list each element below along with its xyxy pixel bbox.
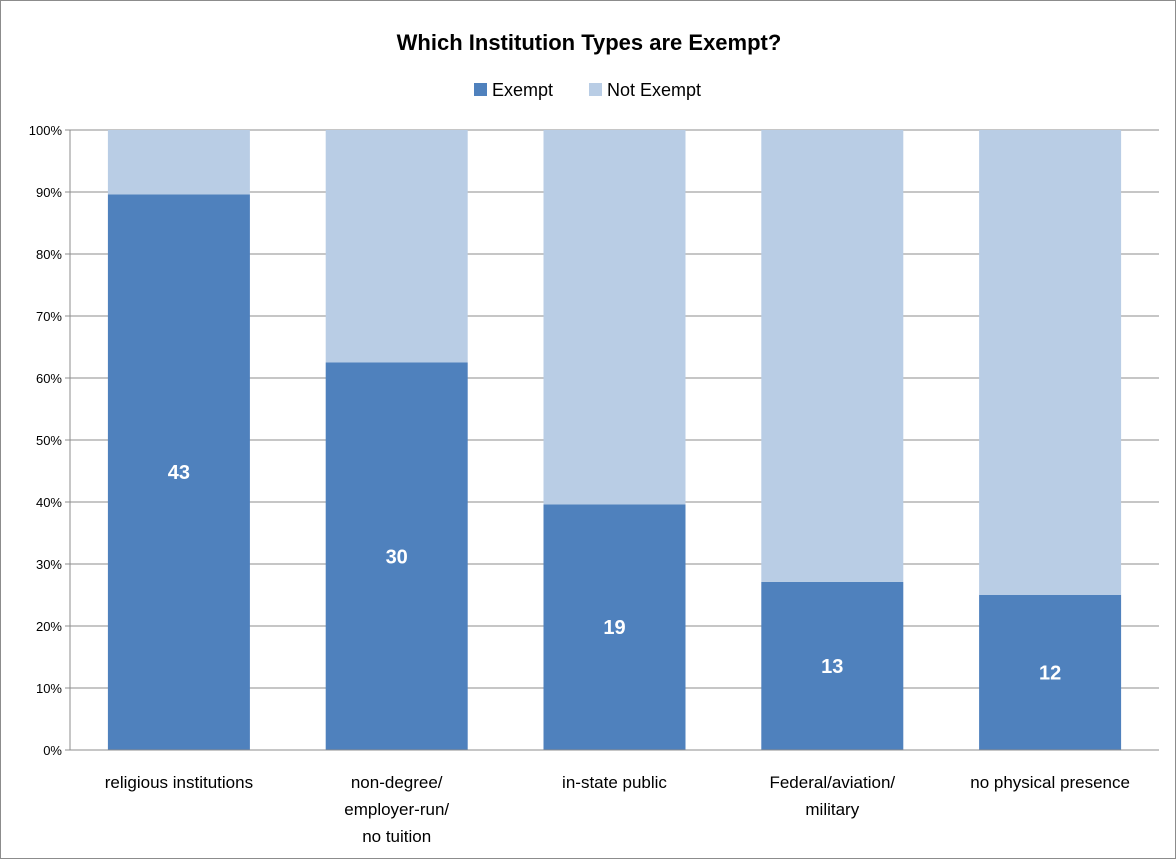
- data-label-3: 19: [603, 617, 625, 639]
- bar-exempt-5: [979, 595, 1122, 750]
- y-axis-ticks: 0% 10% 20% 30% 40% 50% 60% 70% 80% 90% 100%: [29, 123, 71, 758]
- legend: Exempt Not Exempt: [474, 80, 701, 100]
- data-label-5: 12: [1039, 663, 1061, 685]
- y-tick-label: 50%: [36, 433, 62, 448]
- chart-title: Which Institution Types are Exempt?: [397, 30, 782, 55]
- bar-not-exempt-2: [325, 130, 468, 363]
- bar-exempt-4: [761, 581, 904, 750]
- bar-exempt-1: [107, 194, 250, 751]
- x-category-label: military: [805, 800, 859, 819]
- legend-swatch-2: [589, 83, 602, 96]
- legend-label-1: Exempt: [492, 80, 553, 100]
- bars: 43 30 19 13 12: [70, 130, 1159, 751]
- bar-not-exempt-3: [543, 130, 686, 505]
- bar-exempt-2: [325, 362, 468, 750]
- x-category-label: religious institutions: [105, 773, 253, 792]
- data-label-2: 30: [386, 546, 408, 568]
- x-category-label: no tuition: [362, 827, 431, 846]
- bar-not-exempt-4: [761, 130, 904, 582]
- y-tick-label: 70%: [36, 309, 62, 324]
- x-category-label: no physical presence: [970, 773, 1130, 792]
- legend-label-2: Not Exempt: [607, 80, 701, 100]
- x-axis-labels: religious institutions non-degree/employe…: [105, 773, 1130, 846]
- x-category-label: employer-run/: [344, 800, 449, 819]
- x-category-label: in-state public: [562, 773, 667, 792]
- x-category-label: Federal/aviation/: [769, 773, 895, 792]
- y-tick-label: 30%: [36, 557, 62, 572]
- legend-swatch-1: [474, 83, 487, 96]
- y-tick-label: 80%: [36, 247, 62, 262]
- y-tick-label: 10%: [36, 681, 62, 696]
- y-tick-label: 60%: [36, 371, 62, 386]
- bar-not-exempt-5: [979, 130, 1122, 595]
- y-tick-label: 0%: [43, 743, 62, 758]
- x-category-label: non-degree/: [351, 773, 443, 792]
- data-label-1: 43: [168, 462, 190, 484]
- y-tick-label: 20%: [36, 619, 62, 634]
- bar-not-exempt-1: [107, 130, 250, 195]
- data-label-4: 13: [821, 656, 843, 678]
- y-tick-label: 90%: [36, 185, 62, 200]
- y-tick-label: 100%: [29, 123, 63, 138]
- bar-exempt-3: [543, 504, 686, 750]
- y-tick-label: 40%: [36, 495, 62, 510]
